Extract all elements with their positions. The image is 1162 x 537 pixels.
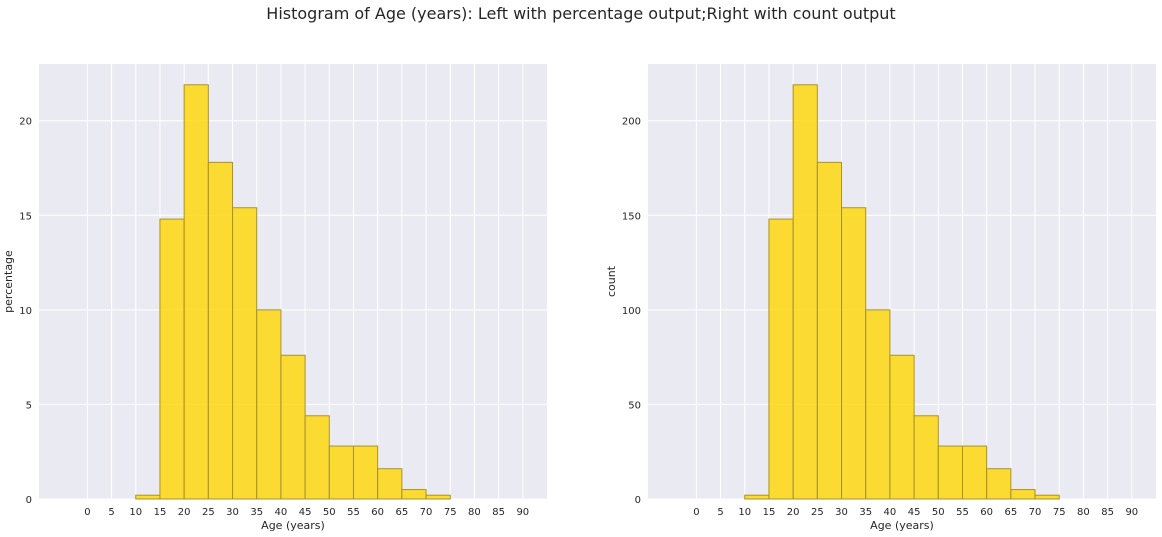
histogram-bar <box>865 309 891 500</box>
histogram-bar <box>792 84 818 500</box>
x-tick-label: 15 <box>154 507 167 518</box>
histogram-bar <box>768 218 794 500</box>
histogram-bar <box>280 354 306 500</box>
x-tick-label: 45 <box>299 507 312 518</box>
x-tick-label: 85 <box>1101 507 1114 518</box>
x-tick-label: 75 <box>444 507 457 518</box>
x-tick-label: 40 <box>275 507 288 518</box>
y-axis-label: percentage <box>2 250 15 313</box>
x-tick-label: 55 <box>956 507 969 518</box>
x-tick-label: 65 <box>395 507 408 518</box>
x-tick-label: 80 <box>468 507 481 518</box>
percentage-histogram-panel: 0 5 10 15 20 25 30 35 40 45 50 55 60 65 70 75 80 85 90 0 5 10… <box>2 64 547 532</box>
x-tick-label: 55 <box>347 507 360 518</box>
x-tick-label: 35 <box>250 507 263 518</box>
x-tick-label: 60 <box>980 507 993 518</box>
histogram-bar <box>816 161 843 500</box>
histogram-bar <box>913 415 939 500</box>
x-axis-label: Age (years) <box>870 519 934 532</box>
x-tick-label: 10 <box>129 507 142 518</box>
x-tick-label: 90 <box>516 507 529 518</box>
y-tick-label: 10 <box>19 306 32 317</box>
histogram-bar <box>352 445 379 500</box>
histogram-bar <box>744 494 770 500</box>
x-tick-label: 80 <box>1077 507 1090 518</box>
x-tick-label: 0 <box>693 507 699 518</box>
x-tick-label: 85 <box>492 507 505 518</box>
x-tick-label: 10 <box>738 507 751 518</box>
x-tick-label: 70 <box>1029 507 1042 518</box>
y-tick-label: 5 <box>26 400 32 411</box>
histogram-bar <box>183 84 209 500</box>
histogram-bar <box>232 207 258 500</box>
histogram-bar <box>328 445 354 500</box>
x-tick-label: 40 <box>884 507 897 518</box>
y-tick-label: 150 <box>622 211 641 222</box>
x-tick-label: 90 <box>1125 507 1138 518</box>
y-tick-label: 15 <box>19 211 32 222</box>
y-tick-label: 0 <box>26 495 32 506</box>
x-tick-label: 50 <box>323 507 336 518</box>
x-tick-label: 15 <box>763 507 776 518</box>
histogram-bar <box>425 494 451 500</box>
histogram-bar <box>256 309 282 500</box>
y-tick-label: 200 <box>622 117 641 128</box>
x-tick-label: 50 <box>932 507 945 518</box>
x-tick-label: 45 <box>908 507 921 518</box>
y-axis-label: count <box>605 265 618 297</box>
histogram-bar <box>159 218 185 500</box>
x-tick-label: 5 <box>717 507 723 518</box>
x-tick-label: 65 <box>1004 507 1017 518</box>
x-tick-label: 5 <box>108 507 114 518</box>
y-tick-label: 50 <box>628 400 641 411</box>
histogram-bar <box>937 445 963 500</box>
x-tick-label: 30 <box>226 507 239 518</box>
y-tick-label: 20 <box>19 117 32 128</box>
count-histogram-panel: 0 5 10 15 20 25 30 35 40 45 50 55 60 65 70 75 80 85 90 0 50 1… <box>605 64 1156 532</box>
x-tick-label: 25 <box>811 507 824 518</box>
histogram-bar <box>1034 494 1060 500</box>
x-tick-label: 20 <box>787 507 800 518</box>
histogram-bar <box>889 354 915 500</box>
x-tick-label: 75 <box>1053 507 1066 518</box>
x-tick-label: 30 <box>835 507 848 518</box>
x-tick-label: 25 <box>202 507 215 518</box>
histogram-bar <box>841 207 867 500</box>
histogram-bar <box>135 494 161 500</box>
x-tick-label: 20 <box>178 507 191 518</box>
histogram-bar <box>1010 489 1036 500</box>
histogram-bar <box>986 468 1012 500</box>
histogram-bar <box>401 489 427 500</box>
x-tick-label: 70 <box>420 507 433 518</box>
figure-title: Histogram of Age (years): Left with perc… <box>266 4 896 23</box>
y-tick-label: 100 <box>622 306 641 317</box>
histogram-bar <box>961 445 988 500</box>
x-tick-label: 60 <box>371 507 384 518</box>
histogram-bar <box>304 415 330 500</box>
x-tick-label: 35 <box>859 507 872 518</box>
histogram-bar <box>207 161 234 500</box>
x-axis-label: Age (years) <box>261 519 325 532</box>
histogram-bar <box>377 468 403 500</box>
y-tick-label: 0 <box>635 495 641 506</box>
x-tick-label: 0 <box>84 507 90 518</box>
